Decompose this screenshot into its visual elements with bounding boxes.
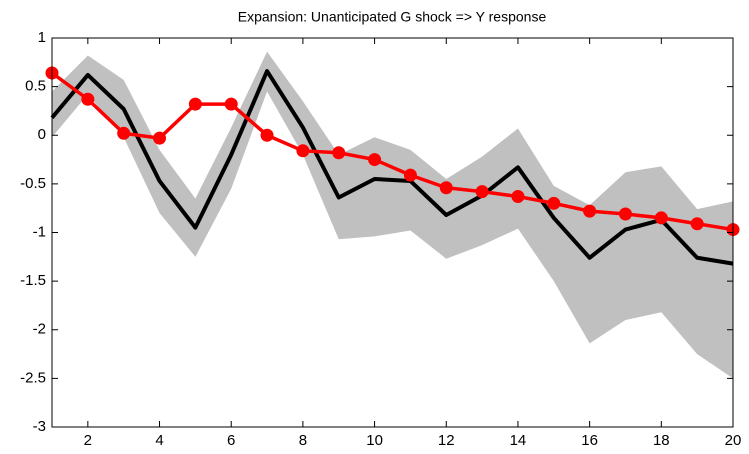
y-tick-label: -2 [33, 321, 46, 338]
marker [654, 211, 668, 225]
y-tick-label: -1 [33, 223, 46, 240]
x-tick-label: 18 [653, 432, 670, 449]
marker [368, 153, 382, 167]
marker [583, 204, 597, 218]
marker [332, 146, 346, 160]
y-tick-label: 0 [38, 126, 46, 143]
marker [117, 126, 131, 140]
marker [439, 181, 453, 195]
x-tick-label: 12 [438, 432, 455, 449]
x-tick-label: 6 [227, 432, 235, 449]
y-tick-label: -0.5 [20, 175, 46, 192]
marker [81, 92, 95, 106]
x-tick-label: 10 [366, 432, 383, 449]
y-tick-label: 0.5 [25, 78, 46, 95]
y-tick-label: -3 [33, 418, 46, 435]
marker [690, 217, 704, 231]
marker [511, 190, 525, 204]
marker [475, 185, 489, 199]
marker [224, 97, 238, 111]
marker [618, 207, 632, 221]
x-tick-label: 14 [510, 432, 527, 449]
marker [403, 168, 417, 182]
y-tick-label: 1 [38, 29, 46, 46]
marker [547, 196, 561, 210]
marker [260, 128, 274, 142]
x-tick-label: 20 [725, 432, 742, 449]
x-tick-label: 4 [155, 432, 163, 449]
x-tick-label: 16 [581, 432, 598, 449]
line [50, 69, 734, 266]
marker [153, 131, 167, 145]
chart-title: Expansion: Unanticipated G shock => Y re… [238, 9, 547, 25]
y-tick-label: -1.5 [20, 272, 46, 289]
x-tick-label: 8 [299, 432, 307, 449]
marker [188, 97, 202, 111]
x-tick-label: 2 [84, 432, 92, 449]
confidence-band [52, 51, 733, 379]
y-tick-label: -2.5 [20, 369, 46, 386]
marker [296, 144, 310, 158]
